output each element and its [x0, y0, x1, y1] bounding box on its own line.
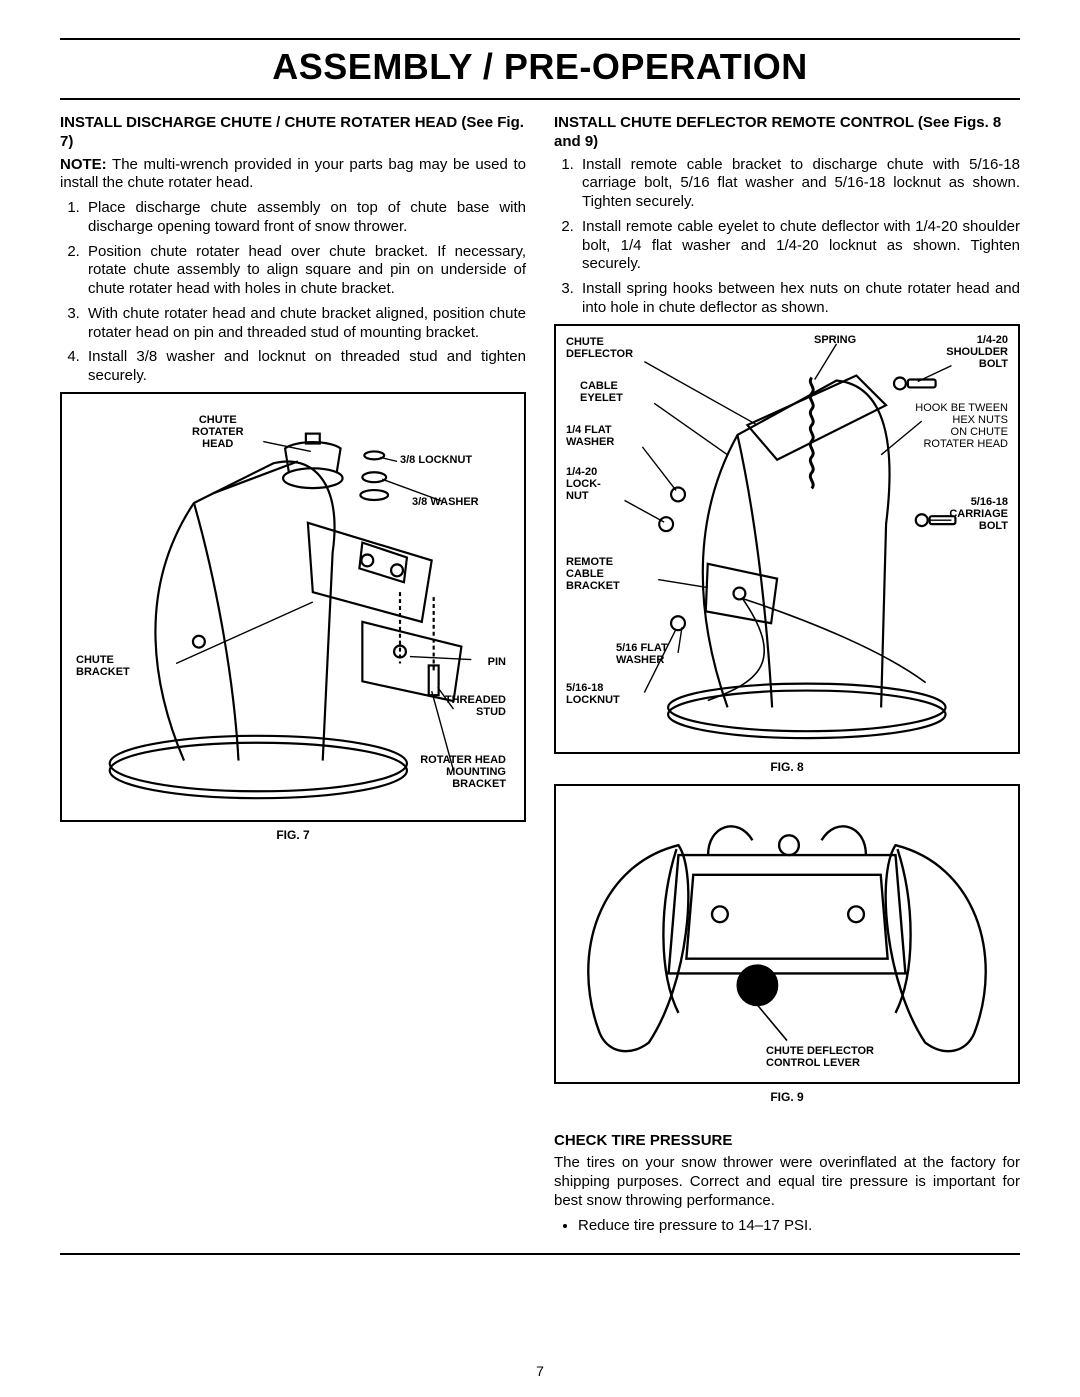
- figure-8-svg: [556, 326, 1018, 752]
- tire-bullets: Reduce tire pressure to 14–17 PSI.: [554, 1217, 1020, 1236]
- step: Install spring hooks between hex nuts on…: [578, 280, 1020, 318]
- label-washer: 3/8 WASHER: [412, 496, 479, 508]
- figure-9-box: CHUTE DEFLECTOR CONTROL LEVER: [554, 784, 1020, 1084]
- label-cable-eyelet: CABLE EYELET: [580, 380, 623, 404]
- label-locknut-14: 1/4-20 LOCK- NUT: [566, 466, 601, 502]
- label-chute-rotater-head: CHUTE ROTATER HEAD: [192, 414, 244, 450]
- label-spring: SPRING: [814, 334, 856, 346]
- label-remote-cable-bracket: REMOTE CABLE BRACKET: [566, 556, 620, 592]
- note-body: The multi-wrench provided in your parts …: [60, 156, 526, 192]
- step: Place discharge chute assembly on top of…: [84, 199, 526, 237]
- label-locknut: 3/8 LOCKNUT: [400, 454, 472, 466]
- figure-9-caption: FIG. 9: [554, 1090, 1020, 1104]
- right-column: INSTALL CHUTE DEFLECTOR REMOTE CONTROL (…: [554, 114, 1020, 1235]
- right-heading: INSTALL CHUTE DEFLECTOR REMOTE CONTROL (…: [554, 114, 1020, 152]
- label-hook-note: HOOK BE TWEEN HEX NUTS ON CHUTE ROTATER …: [915, 402, 1008, 450]
- figure-9-svg: [556, 786, 1018, 1082]
- label-flat-washer-14: 1/4 FLAT WASHER: [566, 424, 614, 448]
- tire-heading: CHECK TIRE PRESSURE: [554, 1132, 1020, 1151]
- label-threaded-stud: THREADED STUD: [445, 694, 506, 718]
- label-control-lever: CHUTE DEFLECTOR CONTROL LEVER: [766, 1045, 874, 1069]
- two-column-layout: INSTALL DISCHARGE CHUTE / CHUTE ROTATER …: [60, 100, 1020, 1253]
- figure-7-caption: FIG. 7: [60, 828, 526, 842]
- label-shoulder-bolt: 1/4-20 SHOULDER BOLT: [946, 334, 1008, 370]
- label-chute-deflector: CHUTE DEFLECTOR: [566, 336, 633, 360]
- step: Install 3/8 washer and locknut on thread…: [84, 348, 526, 386]
- note-paragraph: NOTE: The multi-wrench provided in your …: [60, 156, 526, 194]
- figure-8-caption: FIG. 8: [554, 760, 1020, 774]
- note-label: NOTE:: [60, 156, 107, 173]
- tire-bullet: Reduce tire pressure to 14–17 PSI.: [578, 1217, 1020, 1236]
- figure-7-box: CHUTE ROTATER HEAD 3/8 LOCKNUT 3/8 WASHE…: [60, 392, 526, 822]
- left-heading: INSTALL DISCHARGE CHUTE / CHUTE ROTATER …: [60, 114, 526, 152]
- label-flat-washer-516: 5/16 FLAT WASHER: [616, 642, 668, 666]
- left-column: INSTALL DISCHARGE CHUTE / CHUTE ROTATER …: [60, 114, 526, 1235]
- step: Install remote cable bracket to discharg…: [578, 156, 1020, 212]
- label-carriage-bolt: 5/16-18 CARRIAGE BOLT: [949, 496, 1008, 532]
- figure-8-box: CHUTE DEFLECTOR SPRING 1/4-20 SHOULDER B…: [554, 324, 1020, 754]
- right-steps: Install remote cable bracket to discharg…: [554, 156, 1020, 318]
- tire-body: The tires on your snow thrower were over…: [554, 1154, 1020, 1210]
- label-locknut-516: 5/16-18 LOCKNUT: [566, 682, 620, 706]
- page-frame: ASSEMBLY / PRE-OPERATION INSTALL DISCHAR…: [60, 38, 1020, 1255]
- label-pin: PIN: [488, 656, 506, 668]
- step: Position chute rotater head over chute b…: [84, 243, 526, 299]
- page-title: ASSEMBLY / PRE-OPERATION: [60, 40, 1020, 100]
- step: With chute rotater head and chute bracke…: [84, 305, 526, 343]
- label-mounting-bracket: ROTATER HEAD MOUNTING BRACKET: [420, 754, 506, 790]
- page-number: 7: [0, 1363, 1080, 1379]
- step: Install remote cable eyelet to chute def…: [578, 218, 1020, 274]
- left-steps: Place discharge chute assembly on top of…: [60, 199, 526, 386]
- label-chute-bracket: CHUTE BRACKET: [76, 654, 130, 678]
